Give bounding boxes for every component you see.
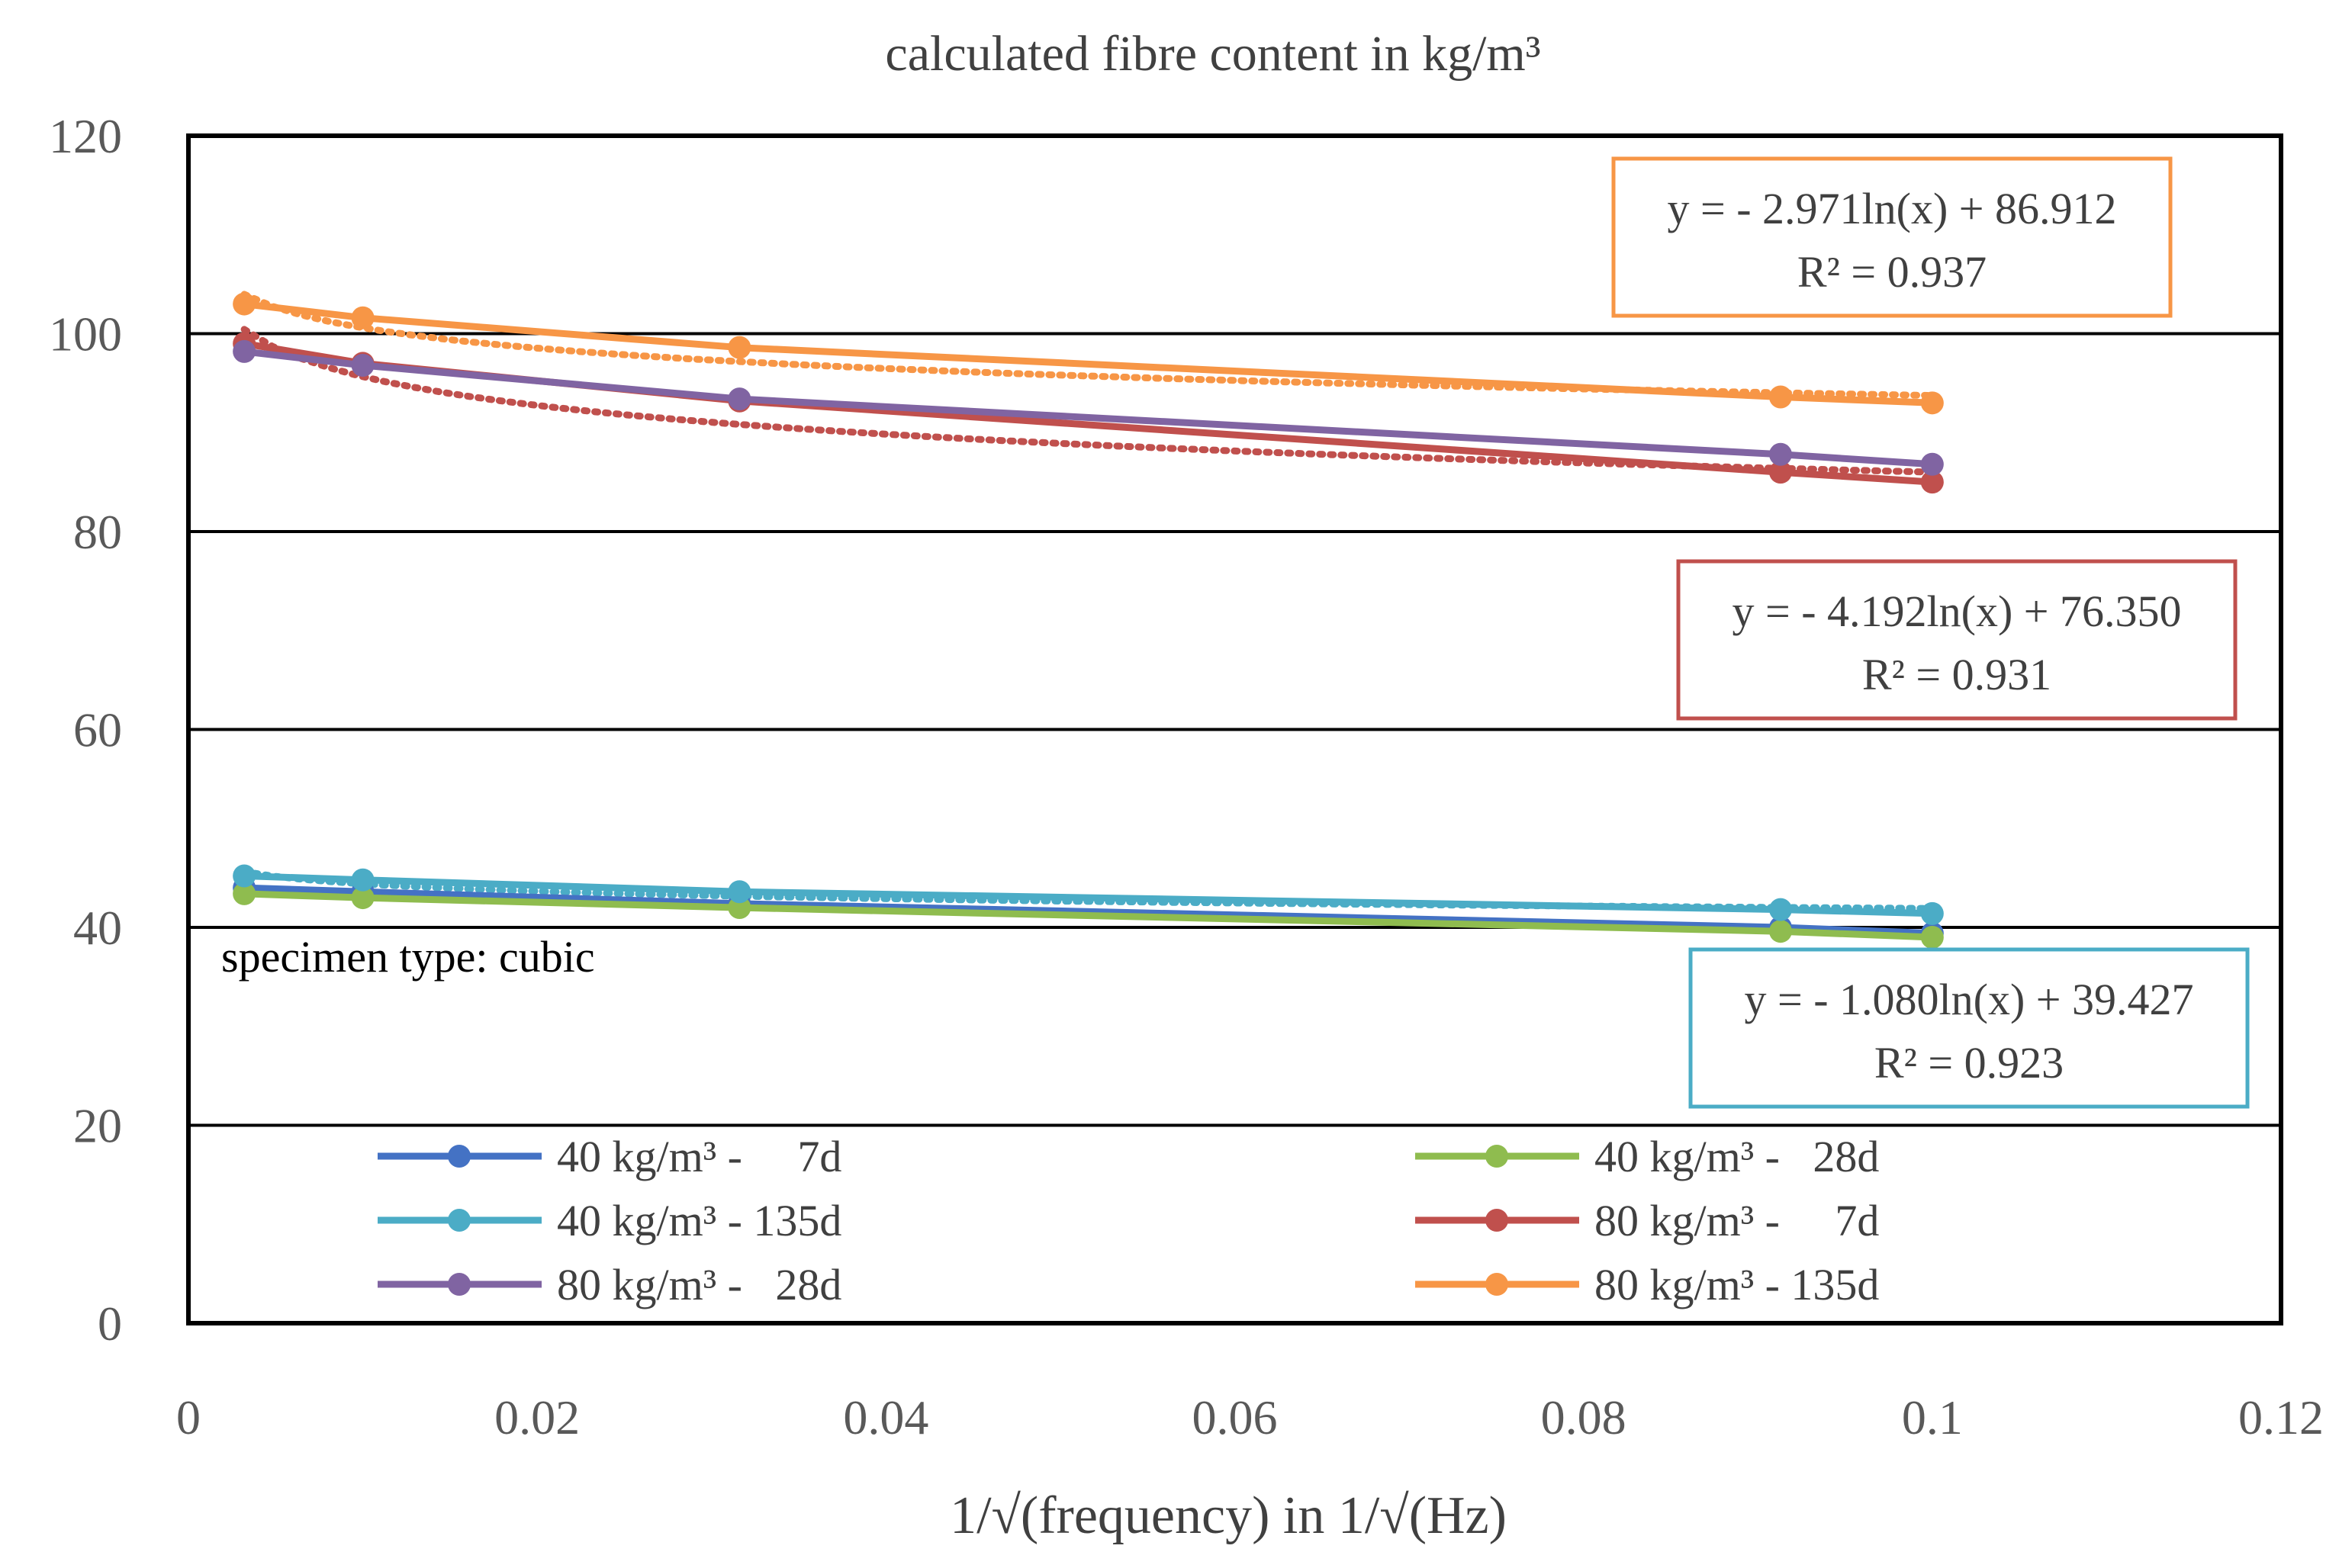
series-4-point-1	[351, 354, 375, 378]
series-5-point-1	[351, 306, 375, 329]
r-squared-text-0: R² = 0.937	[1797, 247, 1987, 297]
series-1-point-0	[233, 882, 256, 905]
legend-label-2: 40 kg/m³ - 135d	[557, 1196, 841, 1245]
series-3-point-4	[1920, 471, 1944, 494]
series-4-point-3	[1768, 442, 1792, 466]
y-tick-label-1: 20	[73, 1099, 122, 1153]
series-4-point-4	[1920, 452, 1944, 476]
series-3-point-3	[1768, 461, 1792, 484]
specimen-annotation: specimen type: cubic	[221, 932, 595, 982]
legend-label-1: 40 kg/m³ - 28d	[1594, 1132, 1879, 1181]
equation-text-2: y = - 1.080ln(x) + 39.427	[1745, 975, 2194, 1024]
plot-border	[186, 133, 2283, 1325]
series-2-point-0	[233, 864, 256, 888]
series-1-point-2	[728, 896, 751, 920]
equation-text-1: y = - 4.192ln(x) + 76.350	[1733, 586, 2182, 636]
series-5-point-4	[1920, 391, 1944, 415]
series-2-point-3	[1768, 898, 1792, 921]
x-axis-ticks: 0 0.02 0.04 0.06 0.08 0.1 0.12	[176, 1390, 2324, 1444]
x-tick-label-6: 0.12	[2238, 1390, 2324, 1444]
legend-marker-4	[448, 1273, 471, 1296]
equation-box-1	[1676, 559, 2238, 721]
x-tick-label-1: 0.02	[494, 1390, 580, 1444]
r-squared-text-2: R² = 0.923	[1874, 1038, 2064, 1088]
series-2-point-2	[728, 880, 751, 904]
legend-marker-1	[1485, 1145, 1508, 1168]
legend-marker-3	[1485, 1209, 1508, 1232]
legend-label-5: 80 kg/m³ - 135d	[1594, 1260, 1879, 1309]
chart-title: calculated fibre content in kg/m³	[885, 26, 1540, 82]
legend-label-3: 80 kg/m³ - 7d	[1594, 1196, 1879, 1245]
y-tick-label-3: 60	[73, 703, 122, 757]
y-tick-label-6: 120	[49, 109, 122, 163]
equation-box-2	[1688, 947, 2250, 1109]
series-4-point-0	[233, 339, 256, 363]
x-tick-label-4: 0.08	[1541, 1390, 1626, 1444]
legend-marker-2	[448, 1209, 471, 1232]
x-axis-label: 1/√(frequency) in 1/√(Hz)	[950, 1486, 1507, 1545]
y-tick-label-4: 80	[73, 505, 122, 559]
legend: 40 kg/m³ - 7d 40 kg/m³ - 28d 40 kg/m³ - 13…	[378, 1132, 1879, 1309]
series-2-point-4	[1920, 901, 1944, 925]
legend-label-4: 80 kg/m³ - 28d	[557, 1260, 841, 1309]
r-squared-text-1: R² = 0.931	[1862, 650, 2051, 699]
y-axis-ticks: 0 20 40 60 80 100 120	[49, 109, 122, 1351]
trendline-equations: y = - 2.971ln(x) + 86.912 R² = 0.937 y = -…	[1611, 156, 2250, 1109]
series-1-point-1	[351, 886, 375, 910]
legend-label-0: 40 kg/m³ - 7d	[557, 1132, 841, 1181]
y-tick-label-2: 40	[73, 901, 122, 955]
x-tick-label-2: 0.04	[843, 1390, 928, 1444]
series-5-point-2	[728, 336, 751, 359]
y-tick-label-5: 100	[49, 307, 122, 361]
series-1-point-3	[1768, 920, 1792, 943]
series-5-point-0	[233, 292, 256, 316]
series-2-point-1	[351, 868, 375, 892]
equation-text-0: y = - 2.971ln(x) + 86.912	[1668, 184, 2117, 233]
series-lines	[233, 292, 1944, 949]
series-1-point-4	[1920, 925, 1944, 949]
equation-box-0	[1611, 156, 2173, 318]
series-4-point-2	[728, 387, 751, 411]
series-5-point-3	[1768, 385, 1792, 409]
x-tick-label-3: 0.06	[1192, 1390, 1278, 1444]
legend-marker-5	[1485, 1273, 1508, 1296]
x-tick-label-5: 0.1	[1902, 1390, 1963, 1444]
legend-marker-0	[448, 1145, 471, 1168]
y-tick-label-0: 0	[98, 1296, 122, 1351]
x-tick-label-0: 0	[176, 1390, 201, 1444]
